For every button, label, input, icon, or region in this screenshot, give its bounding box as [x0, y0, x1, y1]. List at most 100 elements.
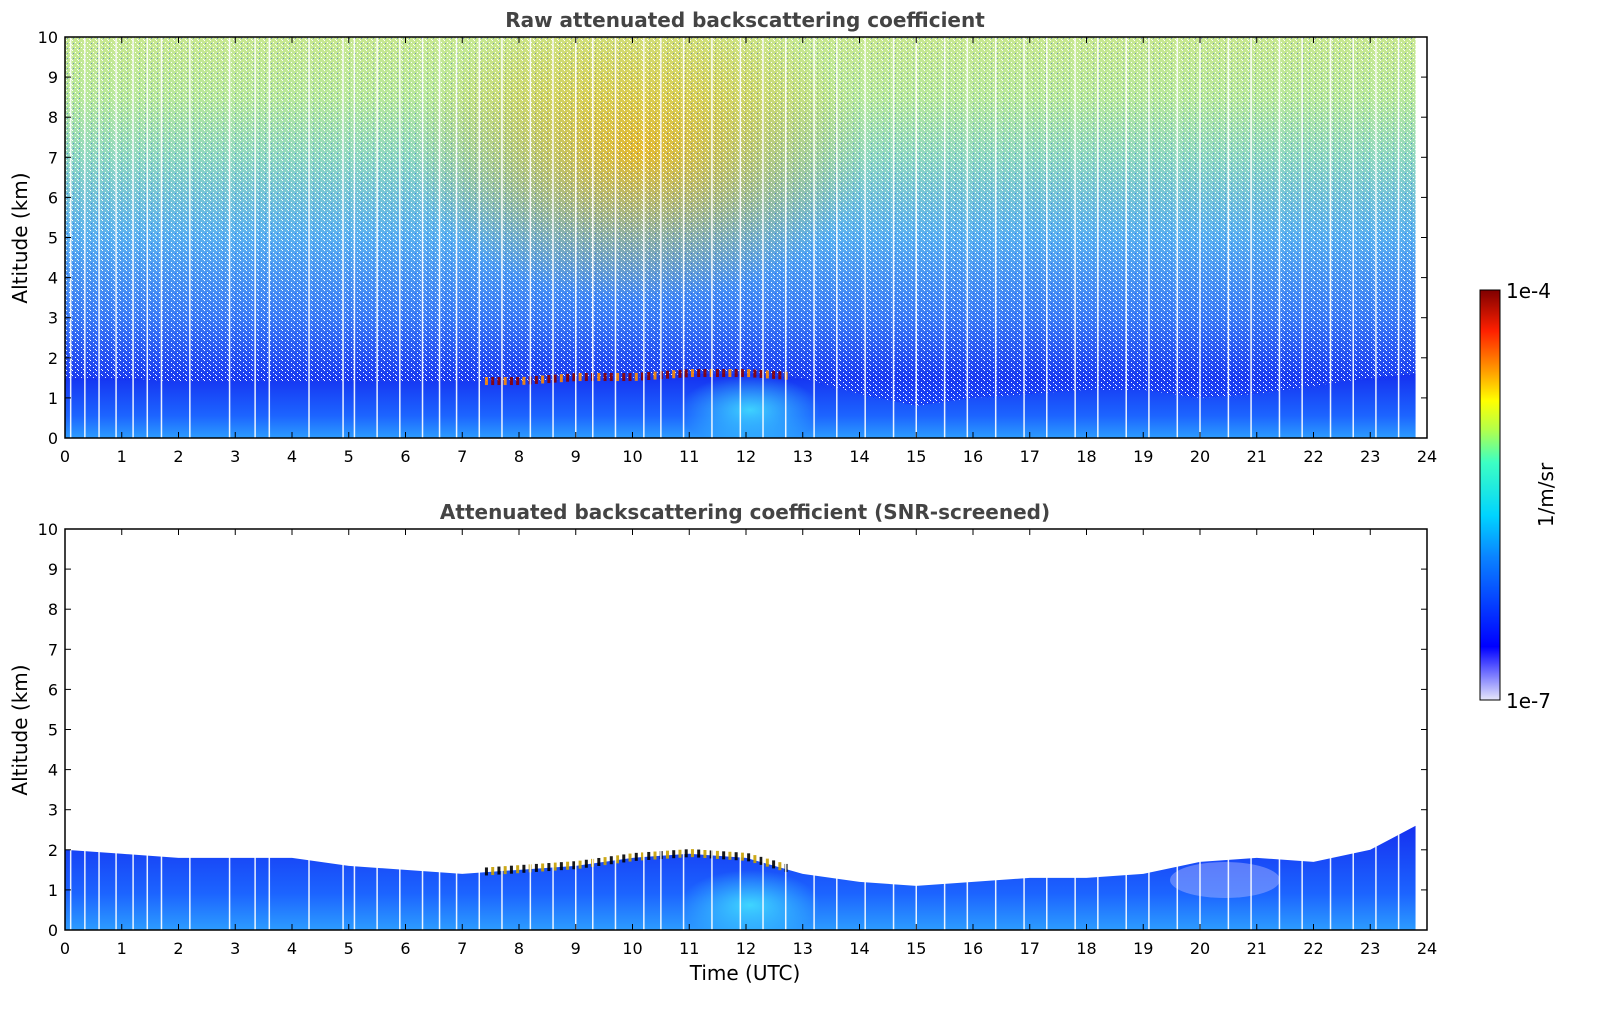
x-tick-label: 22 — [1303, 447, 1323, 466]
cloud-streak — [722, 851, 726, 860]
cloud-streak — [597, 857, 601, 866]
x-tick-label: 12 — [736, 447, 756, 466]
cloud-streak — [622, 854, 626, 863]
y-tick-label: 2 — [48, 841, 58, 860]
cloud-streak — [534, 863, 538, 872]
x-tick-label: 9 — [571, 939, 581, 958]
cloud-streak — [491, 377, 495, 386]
cloud-streak — [703, 850, 707, 859]
x-tick-label: 15 — [906, 447, 926, 466]
x-tick-label: 21 — [1247, 939, 1267, 958]
cloud-streak — [516, 377, 520, 386]
cloud-streak — [641, 372, 645, 381]
raw-cyan-aerosol-region — [680, 375, 820, 438]
cloud-streak — [641, 852, 645, 861]
x-tick-label: 4 — [287, 939, 297, 958]
x-tick-label: 19 — [1133, 447, 1153, 466]
x-tick-label: 17 — [1020, 447, 1040, 466]
x-tick-label: 6 — [400, 939, 410, 958]
y-tick-label: 10 — [38, 28, 58, 47]
cloud-streak — [547, 375, 551, 384]
x-tick-label: 11 — [679, 447, 699, 466]
colorbar-unit-label: 1/m/sr — [1534, 462, 1558, 527]
x-tick-label: 16 — [963, 447, 983, 466]
x-tick-label: 11 — [679, 939, 699, 958]
y-tick-label: 10 — [38, 520, 58, 539]
panel-snr-ylabel: Altitude (km) — [8, 664, 32, 795]
x-tick-label: 1 — [117, 447, 127, 466]
cloud-streak — [734, 852, 738, 861]
cloud-streak — [503, 866, 507, 875]
y-tick-label: 5 — [48, 229, 58, 248]
cloud-streak — [553, 374, 557, 383]
cloud-streak — [765, 858, 769, 867]
cloud-streak — [697, 369, 701, 378]
x-tick-label: 13 — [793, 447, 813, 466]
cloud-streak — [609, 373, 613, 382]
colorbar: 1e-4 1e-7 1/m/sr — [1479, 279, 1558, 713]
panel-raw-ylabel: Altitude (km) — [8, 172, 32, 303]
cloud-streak — [728, 369, 732, 378]
cloud-streak — [503, 377, 507, 386]
cloud-streak — [728, 851, 732, 860]
cloud-streak — [559, 862, 563, 871]
x-tick-label: 0 — [60, 939, 70, 958]
cloud-streak — [541, 375, 545, 384]
panel-snr-xlabel: Time (UTC) — [689, 961, 801, 985]
cloud-streak — [622, 373, 626, 382]
y-tick-label: 9 — [48, 560, 58, 579]
cloud-streak — [616, 373, 620, 382]
cloud-streak — [566, 373, 570, 382]
cloud-streak — [516, 865, 520, 874]
cloud-streak — [740, 852, 744, 861]
cloud-streak — [578, 860, 582, 869]
cloud-streak — [747, 853, 751, 862]
x-tick-label: 13 — [793, 939, 813, 958]
y-tick-label: 0 — [48, 921, 58, 940]
cloud-streak — [690, 369, 694, 378]
y-tick-label: 8 — [48, 108, 58, 127]
x-tick-label: 3 — [230, 447, 240, 466]
panel-raw-x-axis: 0 1 2 3 4 5 6 7 8 9 10 11 12 13 14 15 16 17 18 19 20 21 22 23 24 — [60, 37, 1437, 466]
cloud-streak — [603, 857, 607, 866]
cloud-streak — [747, 369, 751, 378]
cloud-streak — [484, 867, 488, 876]
cloud-streak — [765, 370, 769, 379]
cloud-streak — [772, 860, 776, 869]
x-tick-label: 24 — [1417, 939, 1437, 958]
y-tick-label: 0 — [48, 429, 58, 448]
cloud-streak — [584, 373, 588, 382]
x-tick-label: 17 — [1020, 939, 1040, 958]
cloud-streak — [740, 369, 744, 378]
y-tick-label: 4 — [48, 761, 58, 780]
x-tick-label: 24 — [1417, 447, 1437, 466]
cloud-streak — [647, 851, 651, 860]
y-tick-label: 7 — [48, 148, 58, 167]
x-tick-label: 5 — [344, 447, 354, 466]
cloud-streak — [609, 856, 613, 865]
panel-raw-title: Raw attenuated backscattering coefficien… — [505, 8, 985, 32]
cloud-streak — [484, 377, 488, 386]
x-tick-label: 12 — [736, 939, 756, 958]
panel-raw: Raw attenuated backscattering coefficien… — [8, 8, 1437, 466]
x-tick-label: 20 — [1190, 939, 1210, 958]
cloud-streak — [684, 369, 688, 378]
colorbar-min-label: 1e-7 — [1506, 689, 1551, 713]
cloud-streak — [522, 376, 526, 385]
y-tick-label: 5 — [48, 721, 58, 740]
x-tick-label: 8 — [514, 447, 524, 466]
cloud-streak — [778, 371, 782, 380]
cloud-streak — [497, 866, 501, 875]
y-tick-label: 9 — [48, 68, 58, 87]
y-tick-label: 3 — [48, 801, 58, 820]
y-tick-label: 1 — [48, 881, 58, 900]
cloud-streak — [697, 849, 701, 858]
cloud-streak — [578, 373, 582, 382]
x-tick-label: 4 — [287, 447, 297, 466]
cloud-streak — [616, 855, 620, 864]
x-tick-label: 23 — [1360, 939, 1380, 958]
cloud-streak — [541, 863, 545, 872]
x-tick-label: 5 — [344, 939, 354, 958]
x-tick-label: 3 — [230, 939, 240, 958]
